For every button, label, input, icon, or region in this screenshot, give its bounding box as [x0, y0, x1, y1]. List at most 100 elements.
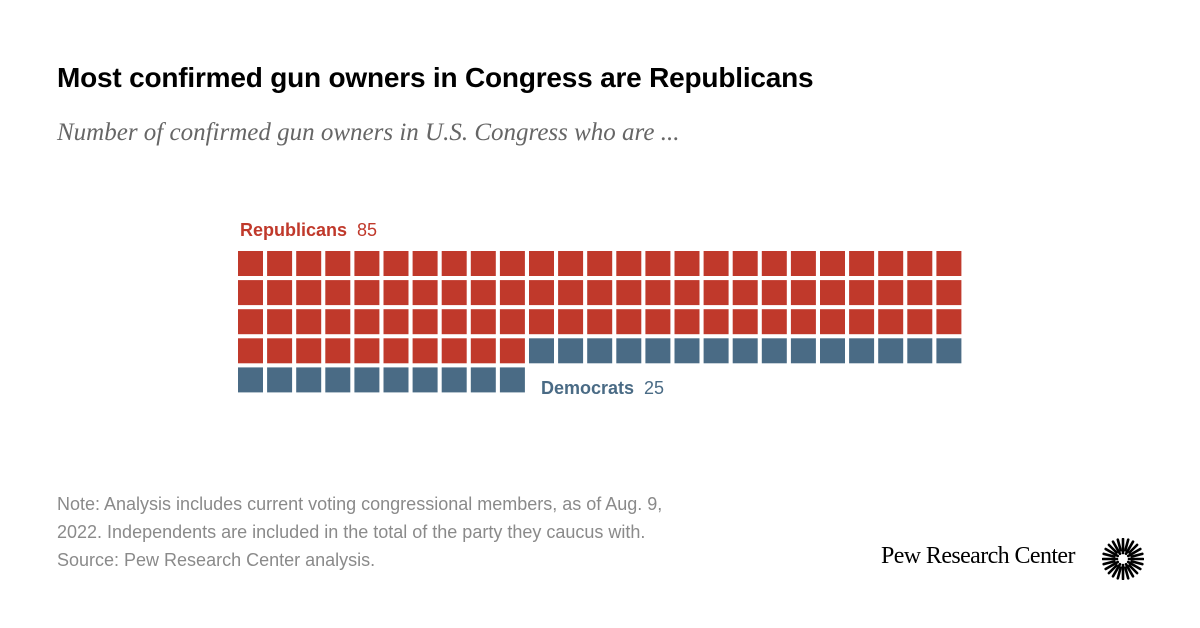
democrats-cell: [674, 338, 700, 364]
democrats-cell: [936, 338, 962, 364]
sunburst-ray: [1104, 547, 1120, 558]
democrats-cell: [383, 367, 409, 393]
sunburst-ray: [1128, 543, 1139, 554]
republicans-cell: [238, 251, 263, 276]
republicans-cell: [325, 280, 351, 306]
sunburst-ray: [1124, 538, 1130, 552]
republicans-cell: [412, 280, 438, 306]
republicans-cell: [645, 309, 671, 335]
republicans-cell: [499, 251, 525, 276]
republicans-cell: [267, 309, 293, 335]
democrats-cell: [238, 367, 263, 393]
brand-name: Pew Research Center: [881, 543, 1075, 569]
republicans-cell: [820, 309, 845, 335]
sunburst-ray: [1130, 552, 1144, 558]
republicans-cell: [325, 338, 351, 364]
republicans-cell: [470, 251, 496, 276]
republicans-cell: [470, 309, 496, 335]
republicans-cell: [296, 280, 322, 306]
republicans-cell: [907, 309, 933, 335]
republicans-cell: [587, 280, 613, 306]
republicans-cell: [703, 280, 729, 306]
republicans-cell: [878, 251, 904, 276]
democrats-label: Democrats 25: [541, 378, 664, 398]
sunburst-ray: [1124, 562, 1135, 578]
democrats-cell: [703, 338, 729, 364]
republicans-cell: [936, 251, 962, 276]
note-line: 2022. Independents are included in the t…: [57, 522, 646, 542]
sunburst-ray: [1102, 560, 1116, 566]
democrats-cell: [267, 367, 293, 393]
democrats-cell: [849, 338, 875, 364]
republicans-label-name: Republicans: [240, 220, 347, 240]
republicans-cell: [529, 251, 554, 276]
democrats-cell: [820, 338, 845, 364]
republicans-cell: [907, 280, 933, 306]
republicans-cell: [412, 338, 438, 364]
waffle-cells: [238, 251, 962, 393]
republicans-cell: [674, 280, 700, 306]
republicans-cell: [441, 338, 467, 364]
democrats-cell: [878, 338, 904, 364]
sunburst-ray: [1126, 547, 1142, 558]
democrats-label-name: Democrats: [541, 378, 634, 398]
republicans-cell: [383, 338, 409, 364]
democrats-cell: [470, 367, 496, 393]
republicans-cell: [470, 338, 496, 364]
republicans-cell: [558, 280, 584, 306]
republicans-cell: [296, 251, 322, 276]
republicans-cell: [499, 309, 525, 335]
republicans-cell: [325, 251, 351, 276]
democrats-cell: [354, 367, 380, 393]
democrats-cell: [616, 338, 642, 364]
democrats-cell: [732, 338, 758, 364]
republicans-cell: [558, 251, 584, 276]
democrats-cell: [790, 338, 816, 364]
democrats-cell: [761, 338, 787, 364]
source-line: Source: Pew Research Center analysis.: [57, 550, 376, 570]
republicans-cell: [820, 280, 845, 306]
republicans-cell: [645, 251, 671, 276]
republicans-cell: [761, 251, 787, 276]
republicans-cell: [790, 251, 816, 276]
democrats-label-value: 25: [644, 378, 664, 398]
republicans-cell: [616, 280, 642, 306]
republicans-cell: [499, 338, 525, 364]
sunburst-ray: [1111, 562, 1122, 578]
republicans-cell: [936, 280, 962, 306]
sunburst-icon: [1102, 538, 1144, 580]
chart-note: Note: Analysis includes current voting c…: [57, 490, 817, 574]
democrats-cell: [907, 338, 933, 364]
republicans-cell: [616, 251, 642, 276]
democrats-cell: [499, 367, 525, 393]
republicans-cell: [674, 251, 700, 276]
democrats-cell: [558, 338, 584, 364]
republicans-cell: [238, 280, 263, 306]
republicans-cell: [296, 338, 322, 364]
republicans-cell: [296, 309, 322, 335]
republicans-cell: [790, 280, 816, 306]
republicans-cell: [936, 309, 962, 335]
republicans-cell: [732, 309, 758, 335]
republicans-cell: [587, 251, 613, 276]
republicans-cell: [849, 251, 875, 276]
republicans-cell: [761, 280, 787, 306]
republicans-cell: [470, 280, 496, 306]
republicans-cell: [790, 309, 816, 335]
republicans-cell: [907, 251, 933, 276]
republicans-cell: [412, 251, 438, 276]
sunburst-ray: [1107, 564, 1118, 575]
republicans-cell: [703, 309, 729, 335]
sunburst-ray: [1111, 540, 1122, 556]
sunburst-ray: [1116, 538, 1122, 552]
chart-title: Most confirmed gun owners in Congress ar…: [57, 62, 814, 93]
democrats-cell: [645, 338, 671, 364]
republicans-cell: [412, 309, 438, 335]
republicans-cell: [878, 280, 904, 306]
republicans-cell: [354, 309, 380, 335]
democrats-cell: [412, 367, 438, 393]
republicans-cell: [499, 280, 525, 306]
republicans-cell: [354, 280, 380, 306]
republicans-cell: [820, 251, 845, 276]
